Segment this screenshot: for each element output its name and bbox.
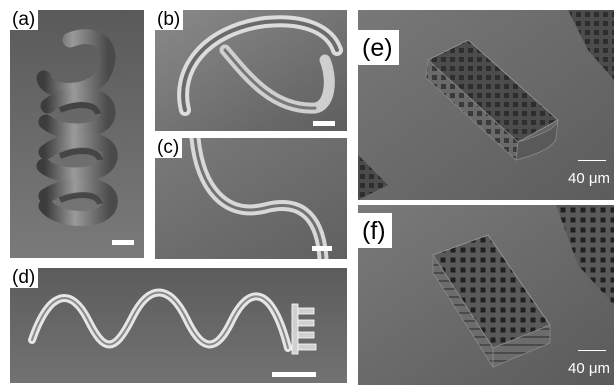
- panel-f-label: (f): [358, 213, 392, 248]
- panel-a-scale-bar: [112, 240, 134, 245]
- panel-f-scale-label: 40 μm: [568, 360, 610, 377]
- panel-d-scale-bar: [272, 372, 316, 377]
- helix-coil-image: [10, 10, 144, 258]
- panel-e-scale-bar: [578, 160, 606, 161]
- panel-e: (e) 40 μm: [358, 10, 614, 200]
- panel-e-scale-label: 40 μm: [568, 170, 610, 187]
- panel-e-label: (e): [358, 30, 399, 65]
- panel-d-label: (d): [10, 268, 39, 288]
- panel-a: (a): [10, 10, 144, 258]
- wire-closeup-image: [155, 10, 347, 131]
- woodpile-structure-image: [358, 10, 614, 200]
- spring-image: [10, 268, 347, 383]
- panel-c-label: (c): [155, 138, 183, 158]
- panel-b: (b): [155, 10, 347, 131]
- panel-c-scale-bar: [312, 246, 332, 251]
- panel-b-label: (b): [155, 10, 184, 30]
- panel-f-scale-bar: [578, 350, 606, 351]
- panel-f: (f) 40 μm: [358, 205, 614, 385]
- panel-b-scale-bar: [313, 121, 335, 126]
- panel-a-label: (a): [10, 10, 39, 30]
- panel-c: (c): [155, 138, 347, 259]
- lattice-block-image: [358, 205, 614, 385]
- bent-wire-image: [155, 138, 347, 259]
- panel-d: (d): [10, 268, 347, 383]
